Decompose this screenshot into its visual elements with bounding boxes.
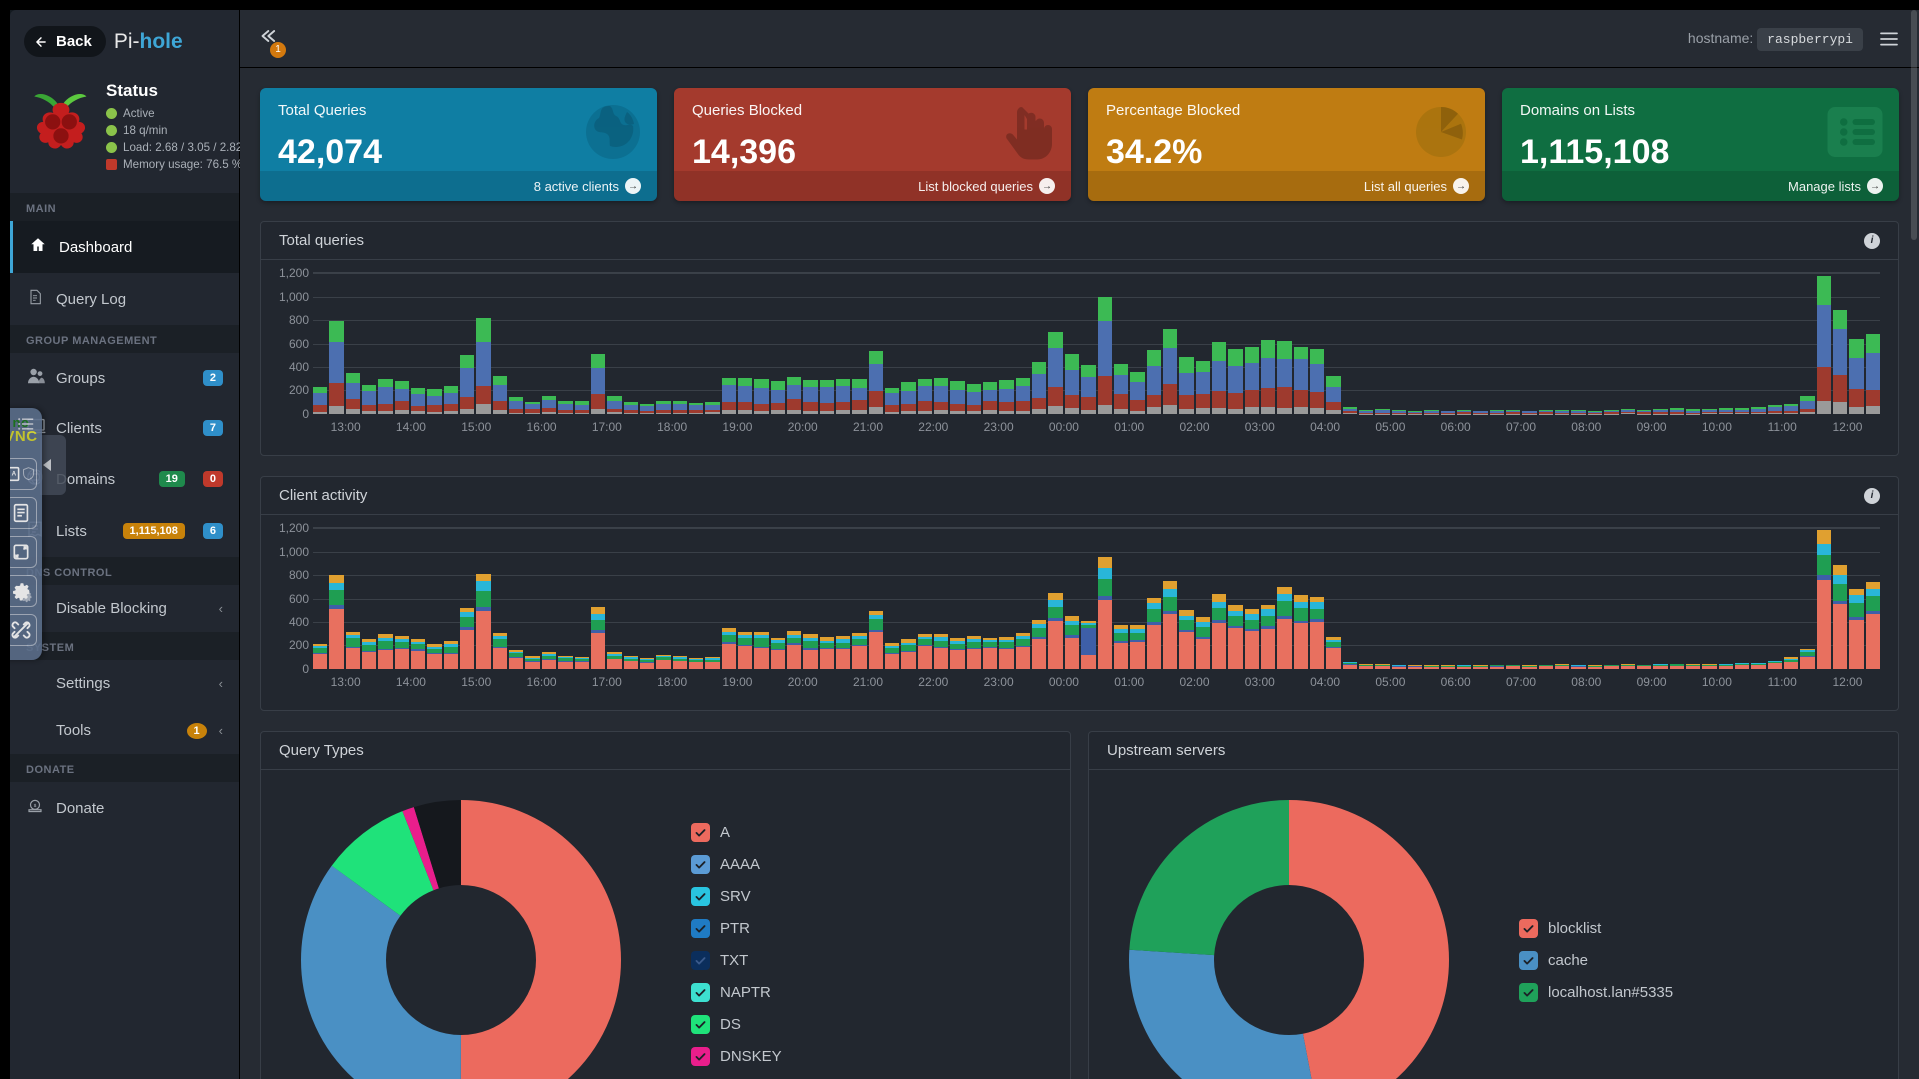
svg-text:$: $ bbox=[34, 803, 37, 808]
svg-text:A: A bbox=[12, 471, 17, 478]
